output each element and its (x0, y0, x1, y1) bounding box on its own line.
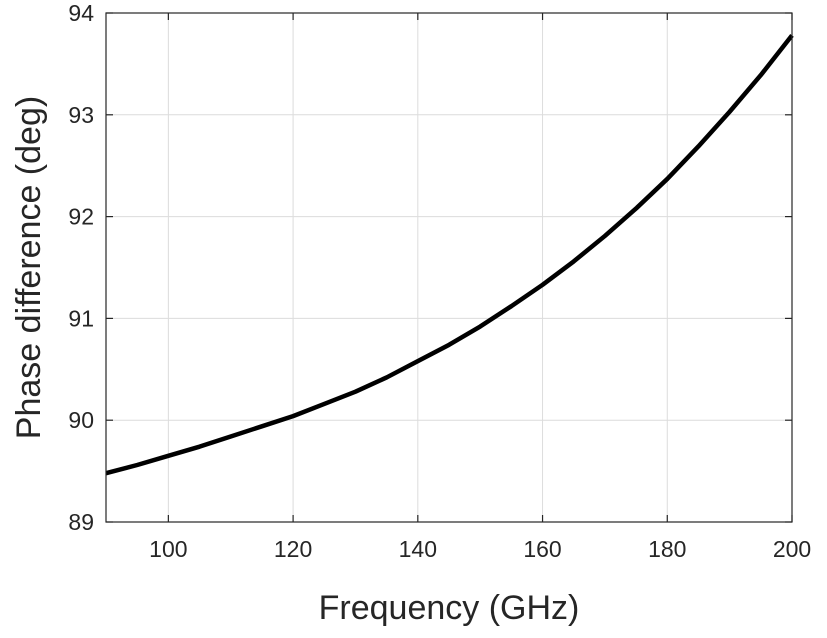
x-axis-label: Frequency (GHz) (319, 589, 580, 627)
y-tick-label: 93 (68, 102, 94, 128)
x-tick-label: 100 (149, 536, 187, 562)
y-tick-label: 89 (68, 509, 94, 535)
y-tick-label: 90 (68, 407, 94, 433)
x-tick-label: 160 (523, 536, 561, 562)
x-tick-label: 120 (274, 536, 312, 562)
x-tick-label: 140 (399, 536, 437, 562)
ticks: 100 120 140 160 180 200 89 90 91 92 93 94 (68, 0, 811, 562)
y-tick-label: 91 (68, 305, 94, 331)
y-tick-label: 94 (68, 0, 94, 26)
y-axis-label: Phase difference (deg) (10, 96, 48, 439)
series-layer (105, 34, 794, 476)
x-tick-label: 200 (773, 536, 811, 562)
series-line (105, 34, 794, 476)
x-tick-label: 180 (648, 536, 686, 562)
y-tick-label: 92 (68, 204, 94, 230)
plot-frame (105, 12, 793, 523)
